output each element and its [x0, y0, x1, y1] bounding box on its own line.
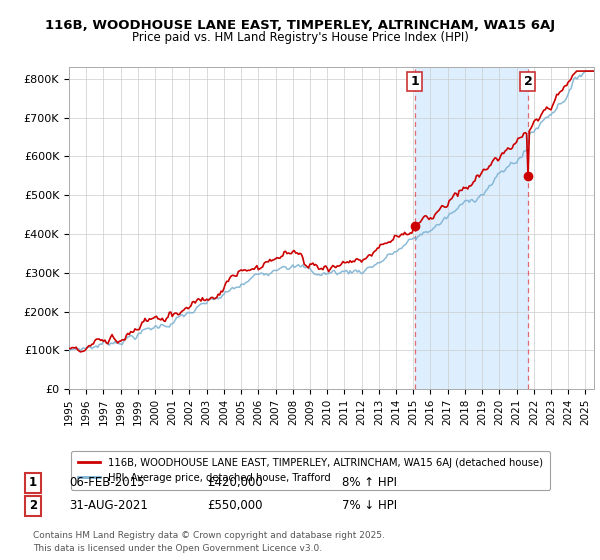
Bar — [415, 67, 528, 389]
Text: Contains HM Land Registry data © Crown copyright and database right 2025.
This d: Contains HM Land Registry data © Crown c… — [33, 531, 385, 553]
Text: 1: 1 — [29, 476, 37, 489]
Text: Price paid vs. HM Land Registry's House Price Index (HPI): Price paid vs. HM Land Registry's House … — [131, 31, 469, 44]
Text: 116B, WOODHOUSE LANE EAST, TIMPERLEY, ALTRINCHAM, WA15 6AJ: 116B, WOODHOUSE LANE EAST, TIMPERLEY, AL… — [45, 19, 555, 32]
Text: 2: 2 — [524, 75, 532, 88]
Text: 8% ↑ HPI: 8% ↑ HPI — [342, 476, 397, 489]
Text: 7% ↓ HPI: 7% ↓ HPI — [342, 499, 397, 512]
Text: 31-AUG-2021: 31-AUG-2021 — [69, 499, 148, 512]
Text: 1: 1 — [410, 75, 419, 88]
Text: £420,000: £420,000 — [207, 476, 263, 489]
Text: 2: 2 — [29, 499, 37, 512]
Text: 06-FEB-2015: 06-FEB-2015 — [69, 476, 145, 489]
Text: £550,000: £550,000 — [207, 499, 263, 512]
Legend: 116B, WOODHOUSE LANE EAST, TIMPERLEY, ALTRINCHAM, WA15 6AJ (detached house), HPI: 116B, WOODHOUSE LANE EAST, TIMPERLEY, AL… — [71, 451, 550, 489]
